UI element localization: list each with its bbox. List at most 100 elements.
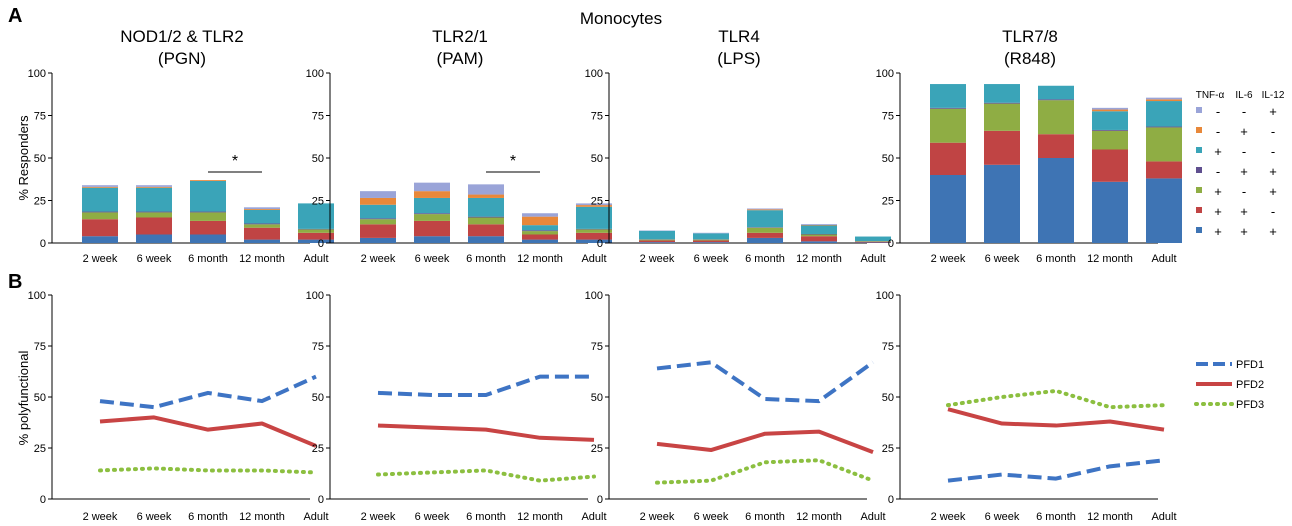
bar-chart-y-tick-label: 50 xyxy=(312,153,324,165)
bar-chart-x-tick-label: 12 month xyxy=(517,253,563,265)
line-chart-x-tick-label: 6 week xyxy=(694,511,729,523)
line-chart-x-tick-label: 6 month xyxy=(188,511,228,523)
bar-segment-pmp xyxy=(1092,130,1128,150)
figure-title: Monocytes xyxy=(580,9,662,28)
bar-segment-ppp xyxy=(576,239,612,243)
bar-segment-mpp xyxy=(576,228,612,230)
bar-chart-y-tick-label: 75 xyxy=(312,111,324,123)
bar-segment-pmp xyxy=(1146,127,1182,162)
bar-segment-ppm xyxy=(522,234,558,240)
legend-swatch-pmm xyxy=(1196,147,1202,153)
bar-segment-ppp xyxy=(1092,181,1128,243)
bar-chart-y-tick-label: 100 xyxy=(306,68,324,80)
bar-segment-ppm xyxy=(468,224,504,237)
bar-segment-pmm xyxy=(522,225,558,231)
bar-segment-pmp xyxy=(522,231,558,235)
bar-segment-ppp xyxy=(360,237,396,243)
bar-chart-x-tick-label: 12 month xyxy=(1087,253,1133,265)
legend-sign-tnf: - xyxy=(1216,124,1220,139)
line-chart-2: 0 25 50 75 100 2 week 6 week 6 month 12 month Adu… xyxy=(306,290,607,523)
bar-segment-mmp xyxy=(414,182,450,192)
bar-chart-title-line2: (LPS) xyxy=(717,49,760,68)
bar-segment-pmm xyxy=(693,233,729,240)
legend-sign-il6: + xyxy=(1240,224,1248,239)
line-legend: PFD1 PFD2 PFD3 xyxy=(1194,359,1264,411)
legend-sign-il6: + xyxy=(1240,204,1248,219)
bar-segment-ppp xyxy=(522,239,558,243)
bar-segment-pmm xyxy=(1038,85,1074,100)
bar-segment-mpm xyxy=(414,191,450,198)
bar-segment-mpp xyxy=(1038,99,1074,101)
line-chart-y-tick-label: 0 xyxy=(597,494,603,506)
line-chart-x-tick-label: 2 week xyxy=(83,511,118,523)
bar-segment-pmm xyxy=(82,187,118,212)
line-chart-x-tick-label: 6 month xyxy=(1036,511,1076,523)
line-series-pfd2 xyxy=(99,415,317,448)
line-series-pfd1 xyxy=(377,374,594,397)
bar-segment-mpp xyxy=(930,107,966,109)
bar-segment-pmp xyxy=(244,224,280,228)
bar-segment-ppp xyxy=(693,242,729,243)
bar-segment-pmm xyxy=(639,230,675,240)
bar-segment-ppp xyxy=(136,234,172,243)
legend-sign-il12: + xyxy=(1269,184,1277,199)
bar-segment-pmp xyxy=(1038,100,1074,135)
bar-legend: TNF-α IL-6 IL-12 - - + - + - + - - - + + + - + + + - + + + xyxy=(1196,90,1285,239)
bar-segment-pmp xyxy=(693,239,729,241)
bar-segment-pmp xyxy=(468,217,504,225)
panel-label-a: A xyxy=(8,5,22,27)
bar-chart-x-tick-label: 6 week xyxy=(694,253,729,265)
bar-chart-title-line1: TLR2/1 xyxy=(432,27,488,46)
bar-segment-pmm xyxy=(468,197,504,217)
bar-segment-pmm xyxy=(1146,101,1182,127)
bar-segment-ppp xyxy=(855,242,891,243)
line-chart-1: 0 25 50 75 100 2 week 6 week 6 month 12 month Adu… xyxy=(28,290,329,523)
line-chart-y-tick-label: 100 xyxy=(28,290,46,302)
bar-segment-mpp xyxy=(244,223,280,225)
bar-chart-y-tick-label: 25 xyxy=(591,196,603,208)
line-series-pfd2 xyxy=(947,407,1165,432)
bar-segment-mmp xyxy=(136,185,172,187)
line-chart-x-tick-label: 12 month xyxy=(517,511,563,523)
bar-segment-ppm xyxy=(1092,149,1128,182)
bar-segment-pmm xyxy=(298,203,334,229)
line-chart-3: 0 25 50 75 100 2 week 6 week 6 month 12 month Adu… xyxy=(585,290,886,523)
bar-segment-mmp xyxy=(747,208,783,210)
bar-segment-ppm xyxy=(190,220,226,235)
legend-sign-il6: - xyxy=(1242,104,1246,119)
legend-header-il12: IL-12 xyxy=(1262,90,1285,101)
bar-chart-x-tick-label: Adult xyxy=(1151,253,1176,265)
legend-swatch-mpm xyxy=(1196,127,1202,133)
legend-sign-il12: + xyxy=(1269,224,1277,239)
bar-chart-x-tick-label: Adult xyxy=(303,253,328,265)
bar-chart-y-tick-label: 100 xyxy=(876,68,894,80)
bar-segment-mpp xyxy=(747,227,783,228)
bar-chart-x-tick-label: 2 week xyxy=(931,253,966,265)
bar-segment-mpp xyxy=(360,218,396,220)
bar-segment-mpm xyxy=(1092,109,1128,112)
legend-sign-il12: + xyxy=(1269,164,1277,179)
legend-label-pfd2: PFD2 xyxy=(1236,379,1264,391)
line-series-pfd3 xyxy=(98,466,318,475)
bar-segment-pmm xyxy=(360,204,396,219)
bar-chart-y-tick-label: 75 xyxy=(591,111,603,123)
bar-segment-ppm xyxy=(855,241,891,243)
bar-segment-ppp xyxy=(801,241,837,243)
line-chart-y-tick-label: 25 xyxy=(312,443,324,455)
line-chart-x-tick-label: Adult xyxy=(1151,511,1176,523)
bar-chart-x-tick-label: 6 week xyxy=(985,253,1020,265)
bar-chart-2: TLR2/1 (PAM) 0 25 50 75 100 2 week 6 week 6 month… xyxy=(306,27,612,265)
bar-chart-y-tick-label: 100 xyxy=(28,68,46,80)
bar-segment-mpm xyxy=(244,209,280,210)
line-chart-y-tick-label: 100 xyxy=(585,290,603,302)
legend-label-pfd3: PFD3 xyxy=(1236,399,1264,411)
bar-segment-pmp xyxy=(984,103,1020,131)
bar-segment-pmm xyxy=(136,187,172,212)
bar-segment-ppp xyxy=(747,237,783,243)
bar-chart-y-tick-label: 50 xyxy=(591,153,603,165)
bar-segment-mmp xyxy=(576,203,612,206)
line-chart-y-tick-label: 75 xyxy=(591,341,603,353)
line-series-pfd1 xyxy=(947,458,1165,483)
bar-segment-ppm xyxy=(244,227,280,240)
